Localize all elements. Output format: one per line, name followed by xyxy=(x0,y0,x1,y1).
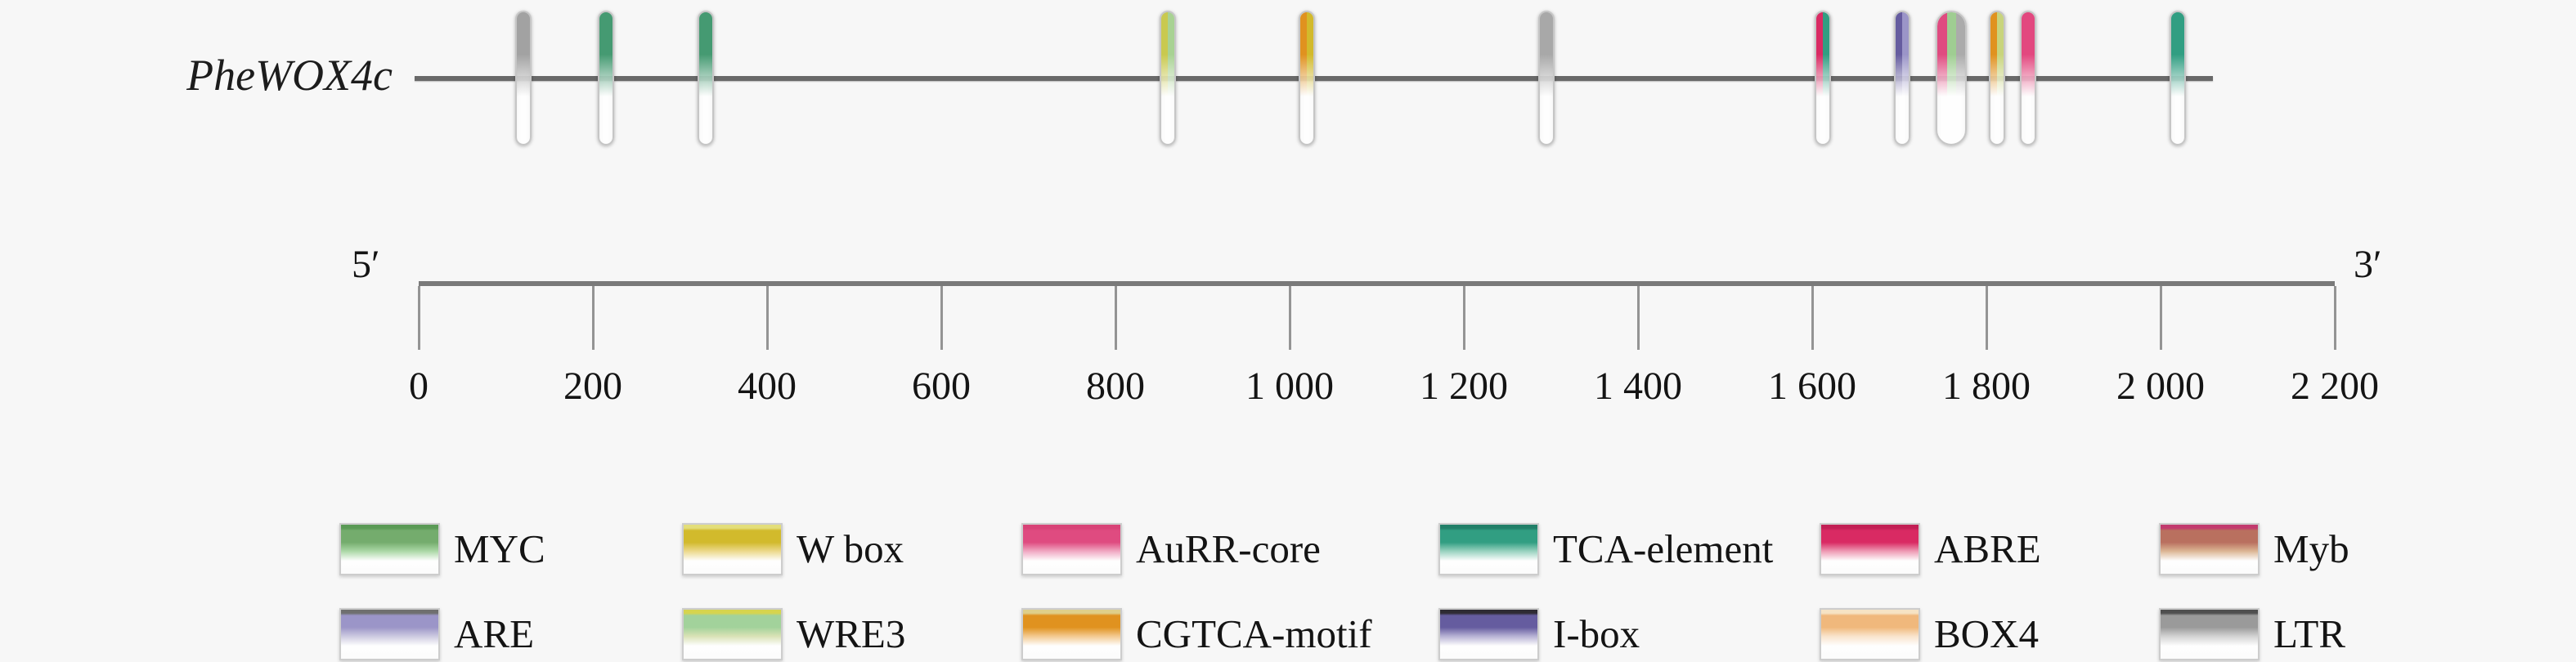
cis-element-marker xyxy=(1893,11,1910,145)
cis-element-color-band xyxy=(516,12,530,144)
cis-element-color-band xyxy=(1956,12,1966,144)
scale-tick-label: 800 xyxy=(1086,365,1145,408)
legend-label: MYC xyxy=(454,526,545,571)
scale-tick-label: 0 xyxy=(409,365,429,408)
cis-element-marker xyxy=(1814,11,1831,145)
legend-label: ABRE xyxy=(1934,526,2041,571)
scale-tick xyxy=(765,286,769,350)
cis-element-marker xyxy=(1936,11,1968,145)
five-prime-label: 5′ xyxy=(352,243,380,286)
cis-element-color-band xyxy=(1990,12,1997,144)
legend-swatch xyxy=(2159,608,2260,660)
scale-tick-label: 1 600 xyxy=(1768,365,1856,408)
cis-element-marker xyxy=(1299,11,1316,145)
scale-tick-label: 1 000 xyxy=(1245,365,1334,408)
cis-element-color-band xyxy=(599,12,613,144)
scale-tick-label: 1 400 xyxy=(1594,365,1682,408)
legend-swatch xyxy=(1438,523,1539,575)
cis-element-color-band xyxy=(1937,12,1947,144)
legend-label: Myb xyxy=(2273,526,2349,571)
cis-element-marker xyxy=(2170,11,2187,145)
cis-element-color-band xyxy=(1167,12,1174,144)
cis-element-marker xyxy=(1988,11,2005,145)
cis-element-marker xyxy=(698,11,715,145)
legend-swatch xyxy=(1021,523,1122,575)
scale-tick xyxy=(1114,286,1117,350)
scale-tick-label: 2 000 xyxy=(2116,365,2205,408)
cis-element-color-band xyxy=(1901,12,1909,144)
scale-tick-label: 1 800 xyxy=(1942,365,2031,408)
cis-element-marker xyxy=(1159,11,1176,145)
scale-tick xyxy=(1985,286,1988,350)
legend-label: CGTCA-motif xyxy=(1136,611,1372,656)
scale-tick-label: 1 200 xyxy=(1420,365,1508,408)
cis-element-color-band xyxy=(1300,12,1308,144)
cis-element-color-band xyxy=(1822,12,1829,144)
scale-tick xyxy=(417,286,420,350)
legend-swatch xyxy=(1820,608,1920,660)
scale-tick xyxy=(2159,286,2162,350)
scale-tick-label: 400 xyxy=(738,365,797,408)
cis-element-color-band xyxy=(2171,12,2185,144)
three-prime-label: 3′ xyxy=(2354,243,2382,286)
legend-label: I-box xyxy=(1553,611,1640,656)
scale-tick xyxy=(1462,286,1465,350)
scale-tick xyxy=(2333,286,2336,350)
scale-tick-label: 600 xyxy=(912,365,971,408)
cis-element-color-band xyxy=(699,12,713,144)
legend-swatch xyxy=(682,608,783,660)
cis-element-color-band xyxy=(1895,12,1902,144)
legend-swatch xyxy=(682,523,783,575)
scale-tick xyxy=(1288,286,1291,350)
legend-swatch xyxy=(339,523,440,575)
cis-element-color-band xyxy=(1996,12,2004,144)
legend-swatch xyxy=(1021,608,1122,660)
legend-label: BOX4 xyxy=(1934,611,2039,656)
scale-ruler xyxy=(419,281,2335,286)
scale-tick xyxy=(1636,286,1640,350)
legend-label: AuRR-core xyxy=(1136,526,1321,571)
legend-swatch xyxy=(1820,523,1920,575)
cis-element-color-band xyxy=(1160,12,1168,144)
scale-tick xyxy=(940,286,943,350)
cis-element-color-band xyxy=(1540,12,1554,144)
cis-element-marker xyxy=(514,11,532,145)
cis-element-marker xyxy=(2020,11,2037,145)
scale-tick-label: 200 xyxy=(563,365,622,408)
cis-element-marker xyxy=(597,11,614,145)
cis-element-color-band xyxy=(1307,12,1314,144)
legend-swatch xyxy=(339,608,440,660)
cis-element-color-band xyxy=(1815,12,1823,144)
legend-label: LTR xyxy=(2273,611,2346,656)
legend-swatch xyxy=(2159,523,2260,575)
legend-label: ARE xyxy=(454,611,534,656)
gene-name-label: PheWOX4c xyxy=(186,51,393,100)
scale-tick-label: 2 200 xyxy=(2291,365,2379,408)
scale-tick xyxy=(1811,286,1814,350)
legend-label: WRE3 xyxy=(797,611,906,656)
legend-label: TCA-element xyxy=(1553,526,1774,571)
cis-element-color-band xyxy=(2022,12,2035,144)
scale-tick xyxy=(591,286,595,350)
cis-element-color-band xyxy=(1946,12,1957,144)
legend-swatch xyxy=(1438,608,1539,660)
legend-label: W box xyxy=(797,526,904,571)
cis-element-marker xyxy=(1538,11,1555,145)
